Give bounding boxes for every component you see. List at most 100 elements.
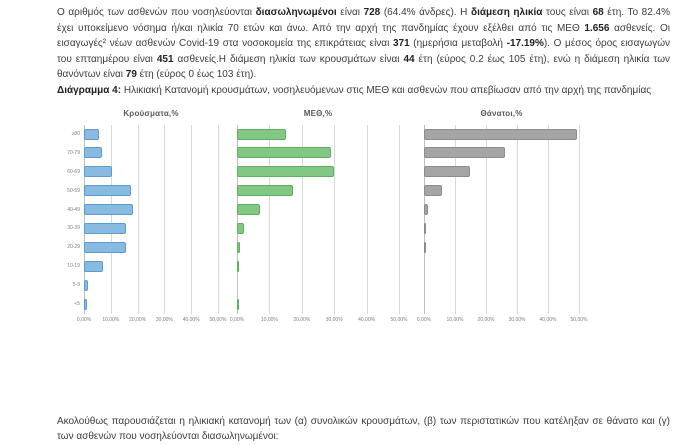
bar [237, 166, 334, 178]
bar-row-70-79 [84, 143, 218, 162]
age-group-label: 30-39 [67, 225, 80, 232]
bar [84, 204, 134, 216]
age-group-label: 40-49 [67, 206, 80, 213]
bold-text-segment: διάμεση ηλικία [471, 7, 543, 18]
grid-line [137, 124, 139, 314]
bar-row-40-49 [237, 200, 399, 219]
bar [84, 298, 88, 310]
chart-icu-plot [237, 124, 400, 314]
grid-line [110, 124, 112, 314]
x-tick-label: 10,00% [102, 316, 120, 323]
bar-row-<5 [84, 295, 218, 314]
bar-row-30-39 [424, 219, 579, 238]
text-segment: Ηλικιακή Κατανομή κρουσμάτων, νοσηλευόμε… [121, 84, 652, 96]
bold-text-segment: Διάγραμμα 4: [57, 84, 122, 96]
age-group-label: 10-19 [67, 263, 80, 270]
bar [237, 260, 239, 272]
x-tick-label: 50,00% [570, 316, 588, 323]
text-segment: ασθενείς. Οι εισαγωγές² νέων ασθενών Cov… [57, 22, 670, 50]
grid-line [579, 124, 580, 314]
grid-line [399, 124, 400, 314]
bar [237, 222, 244, 234]
text-segment: ). Ο μέσος όρος εισαγωγών του επταημέρου… [57, 38, 670, 65]
bar-row-60-69 [84, 162, 218, 181]
bar-row-10-19 [84, 257, 218, 276]
bar-row-5-9 [237, 276, 399, 295]
age-group-label: 5-9 [72, 282, 80, 289]
bar-row-60-69 [424, 162, 579, 181]
bar [424, 185, 442, 197]
bar [84, 128, 99, 140]
x-tick-label: 10,00% [446, 316, 464, 323]
x-tick-label: 0,00% [76, 316, 92, 323]
bar [84, 279, 89, 291]
bar-row-70-79 [424, 143, 579, 162]
age-group-label: 70-79 [67, 149, 80, 156]
chart-cases-plot [84, 124, 219, 314]
bar-row-60-69 [237, 162, 399, 181]
age-axis-labels: ≥80 70-79 60-69 50-59 40-49 30-39 20-29 10-19 5-… [58, 109, 84, 314]
bold-text-segment: 371 [392, 38, 410, 50]
bar [424, 147, 505, 159]
text-segment: (64.4% άνδρες). Η [380, 7, 472, 18]
grid-line [191, 124, 193, 314]
bar-row-5-9 [424, 276, 579, 295]
bold-text-segment: 44 [403, 53, 415, 65]
bar-row-20-29 [424, 238, 579, 257]
bar [424, 128, 577, 140]
bar-row-40-49 [424, 200, 579, 219]
grid-line [269, 124, 271, 314]
text-segment: είναι [336, 7, 364, 18]
bar-row-30-39 [84, 219, 218, 238]
bar [237, 298, 239, 310]
bar-row-20-29 [84, 238, 218, 257]
bar [424, 222, 426, 234]
x-tick-label: 30,00% [155, 316, 173, 323]
bar-row-70-79 [237, 143, 399, 162]
text-segment: (ημερήσια μεταβολή [409, 38, 507, 50]
bold-text-segment: 728 [363, 7, 381, 18]
bar [237, 147, 332, 159]
grid-line [218, 124, 219, 314]
x-tick-label: 0,00% [416, 316, 432, 323]
bar [424, 166, 470, 178]
chart-deaths: Θάνατοι,% 0,00% 10,00% 20,00% 30,00% 40,00% 5… [417, 109, 588, 326]
bold-text-segment: 68 [592, 7, 604, 18]
bar [84, 166, 113, 178]
bar-row-40-49 [84, 200, 218, 219]
x-tick-label: 20,00% [293, 316, 311, 323]
x-tick-label: 50,00% [209, 316, 227, 323]
grid-line [486, 124, 487, 314]
text-segment: έτη (εύρος 0 έως 103 έτη). [136, 69, 257, 81]
grid-line [366, 124, 368, 314]
diagram-4-charts: ≥80 70-79 60-69 50-59 40-49 30-39 20-29 10-19 5-… [58, 109, 670, 326]
text-segment: έτη. Το 82.4% έχει υποκείμενο νόσημα ή/κ… [57, 7, 671, 34]
x-tick-label: 40,00% [358, 316, 376, 323]
grid-line [548, 124, 549, 314]
x-tick-label: 40,00% [539, 316, 557, 323]
bar-row-<5 [237, 295, 399, 314]
x-tick-label: 20,00% [477, 316, 495, 323]
bar [424, 204, 429, 216]
grid-line [517, 124, 518, 314]
bold-text-segment: -17.19% [506, 38, 544, 50]
grid-line [334, 124, 336, 314]
x-tick-label: 40,00% [182, 316, 200, 323]
bar-row-≥80 [237, 125, 399, 144]
age-group-label: 60-69 [67, 168, 80, 175]
grid-line [237, 124, 238, 314]
chart-cases-x-axis: 0,00% 10,00% 20,00% 30,00% 40,00% 50,00% [77, 314, 227, 326]
bar [84, 147, 102, 159]
text-segment: ασθενείς.Η διάμεση ηλικία των κρουσμάτων… [173, 53, 404, 65]
bar-row-<5 [424, 295, 579, 314]
bar [237, 241, 240, 253]
x-tick-label: 20,00% [129, 316, 147, 323]
bold-text-segment: 79 [125, 69, 137, 81]
age-group-label: 50-59 [67, 187, 80, 194]
bar [237, 128, 286, 140]
chart-deaths-plot [424, 124, 580, 314]
bar [424, 241, 426, 253]
bar-row-20-29 [237, 238, 399, 257]
chart-icu-x-axis: 0,00% 10,00% 20,00% 30,00% 40,00% 50,00% [230, 314, 408, 326]
x-tick-label: 50,00% [390, 316, 408, 323]
